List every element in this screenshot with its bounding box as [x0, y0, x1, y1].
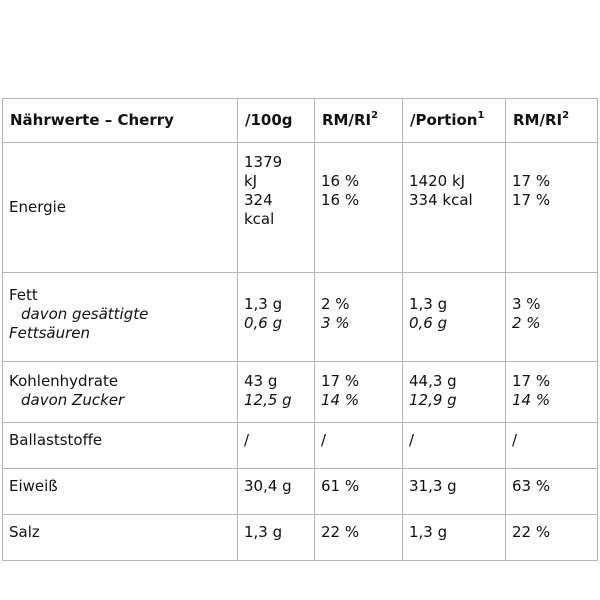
- header-nutrient: Nährwerte – Cherry: [2, 98, 238, 143]
- nutrient-label: Kohlenhydrate davon Zucker: [2, 361, 238, 423]
- value-per-portion: 1,3 g: [402, 514, 506, 561]
- value-per-100g: 1,3 g: [237, 514, 315, 561]
- value-per-100g: 43 g 12,5 g: [237, 361, 315, 423]
- table-row-salz: Salz 1,3 g 22 % 1,3 g 22 %: [2, 514, 598, 561]
- table-row-fett: Fett davon gesättigte Fettsäuren 1,3 g 0…: [2, 272, 598, 362]
- header-ri-portion: RM/RI2: [505, 98, 598, 143]
- header-row: Nährwerte – Cherry /100g RM/RI2 /Portion…: [2, 98, 598, 143]
- value-ri-100g: 22 %: [314, 514, 403, 561]
- value-per-portion: 44,3 g 12,9 g: [402, 361, 506, 423]
- footnote-2-marker: 2: [562, 110, 570, 121]
- value-ri-100g: /: [314, 422, 403, 469]
- value-ri-portion: 17 % 17 %: [505, 142, 598, 273]
- table-row-eiweiss: Eiweiß 30,4 g 61 % 31,3 g 63 %: [2, 468, 598, 515]
- footnote-1-marker: 1: [477, 110, 485, 121]
- value-per-100g: /: [237, 422, 315, 469]
- nutrient-label: Eiweiß: [2, 468, 238, 515]
- value-per-100g: 1,3 g 0,6 g: [237, 272, 315, 362]
- table-row-ballaststoffe: Ballaststoffe / / / /: [2, 422, 598, 469]
- header-per-100g: /100g: [237, 98, 315, 143]
- value-per-100g: 1379 kJ 324 kcal: [237, 142, 315, 273]
- footnote-2-marker: 2: [371, 110, 379, 121]
- table-row-kohlenhydrate: Kohlenhydrate davon Zucker 43 g 12,5 g 1…: [2, 361, 598, 423]
- value-ri-100g: 61 %: [314, 468, 403, 515]
- value-ri-100g: 16 % 16 %: [314, 142, 403, 273]
- nutrient-label: Salz: [2, 514, 238, 561]
- header-per-portion: /Portion1: [402, 98, 506, 143]
- value-per-portion: /: [402, 422, 506, 469]
- nutrient-label: Ballaststoffe: [2, 422, 238, 469]
- value-ri-portion: /: [505, 422, 598, 469]
- value-ri-portion: 63 %: [505, 468, 598, 515]
- value-ri-portion: 17 % 14 %: [505, 361, 598, 423]
- value-ri-portion: 3 % 2 %: [505, 272, 598, 362]
- value-per-portion: 1,3 g 0,6 g: [402, 272, 506, 362]
- nutrition-table: Nährwerte – Cherry /100g RM/RI2 /Portion…: [2, 98, 598, 561]
- value-per-portion: 1420 kJ 334 kcal: [402, 142, 506, 273]
- value-ri-100g: 17 % 14 %: [314, 361, 403, 423]
- table-row-energie: Energie 1379 kJ 324 kcal 16 % 16 % 1420 …: [2, 142, 598, 273]
- value-per-portion: 31,3 g: [402, 468, 506, 515]
- value-ri-portion: 22 %: [505, 514, 598, 561]
- value-per-100g: 30,4 g: [237, 468, 315, 515]
- nutrient-label: Fett davon gesättigte Fettsäuren: [2, 272, 238, 362]
- nutrient-label: Energie: [2, 142, 238, 273]
- value-ri-100g: 2 % 3 %: [314, 272, 403, 362]
- header-ri-100g: RM/RI2: [314, 98, 403, 143]
